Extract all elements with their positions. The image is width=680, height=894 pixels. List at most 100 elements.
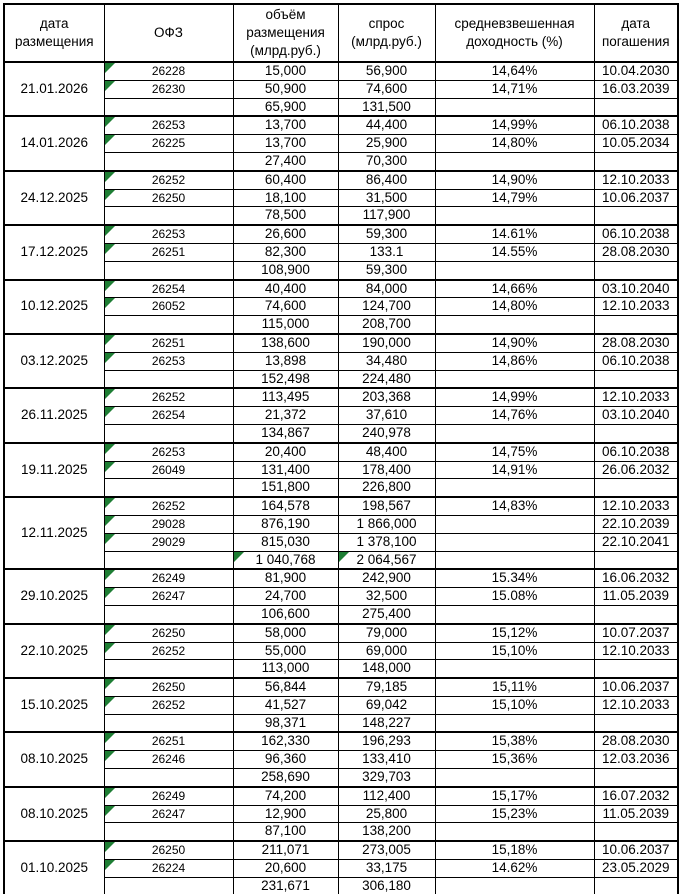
total-demand-cell[interactable]: 148,227 — [337, 713, 436, 733]
volume-cell[interactable]: 12,900 — [232, 804, 339, 824]
yield-cell[interactable] — [434, 768, 595, 788]
demand-cell[interactable]: 25,900 — [337, 134, 436, 153]
ofz-code-cell[interactable]: 26251 — [103, 333, 234, 353]
demand-cell[interactable]: 273,005 — [337, 840, 436, 861]
volume-cell[interactable]: 162,330 — [232, 731, 339, 752]
volume-cell[interactable]: 211,071 — [232, 840, 339, 861]
total-demand-cell[interactable]: 131,500 — [337, 97, 436, 117]
demand-cell[interactable]: 69,000 — [337, 641, 436, 661]
yield-cell[interactable]: 14,66% — [434, 279, 595, 299]
ofz-code-cell[interactable]: 26253 — [103, 224, 234, 244]
yield-cell[interactable]: 14,79% — [434, 188, 595, 208]
demand-cell[interactable]: 124,700 — [337, 297, 436, 317]
ofz-code-cell[interactable]: 26250 — [103, 677, 234, 697]
yield-cell[interactable]: 15,36% — [434, 750, 595, 770]
maturity-cell[interactable] — [593, 659, 679, 679]
yield-cell[interactable] — [434, 514, 595, 534]
ofz-code-cell[interactable]: 26228 — [103, 61, 234, 81]
total-volume-cell[interactable]: 134,867 — [232, 423, 339, 444]
total-volume-cell[interactable]: 98,371 — [232, 713, 339, 733]
column-header-yield[interactable]: средневзвешенная доходность (%) — [434, 3, 595, 63]
volume-cell[interactable]: 13,700 — [232, 115, 339, 136]
yield-cell[interactable] — [434, 550, 595, 570]
demand-cell[interactable]: 25,800 — [337, 804, 436, 824]
ofz-code-cell[interactable]: 26252 — [103, 695, 234, 715]
ofz-code-cell[interactable]: 26052 — [103, 297, 234, 317]
yield-cell[interactable]: 15,10% — [434, 695, 595, 715]
maturity-cell[interactable] — [593, 369, 679, 389]
volume-cell[interactable]: 74,600 — [232, 297, 339, 317]
placement-date-cell[interactable]: 15.10.2025 — [3, 677, 105, 733]
maturity-cell[interactable]: 11.05.2039 — [593, 587, 679, 606]
maturity-cell[interactable] — [593, 260, 679, 281]
volume-cell[interactable]: 96,360 — [232, 750, 339, 770]
maturity-cell[interactable] — [593, 315, 679, 335]
maturity-cell[interactable]: 10.04.2030 — [593, 61, 679, 81]
maturity-cell[interactable] — [593, 876, 679, 894]
ofz-code-cell[interactable]: 26250 — [103, 188, 234, 208]
placement-date-cell[interactable]: 24.12.2025 — [3, 170, 105, 226]
maturity-cell[interactable]: 26.06.2032 — [593, 460, 679, 480]
total-volume-cell[interactable]: 27,400 — [232, 151, 339, 172]
ofz-code-cell[interactable]: 26252 — [103, 387, 234, 408]
ofz-code-cell[interactable]: 26252 — [103, 496, 234, 516]
maturity-cell[interactable]: 12.10.2033 — [593, 695, 679, 715]
ofz-code-cell[interactable]: 26224 — [103, 859, 234, 878]
yield-cell[interactable]: 14.62% — [434, 859, 595, 878]
volume-cell[interactable]: 138,600 — [232, 333, 339, 353]
maturity-cell[interactable]: 16.06.2032 — [593, 568, 679, 589]
volume-cell[interactable]: 40,400 — [232, 279, 339, 299]
demand-cell[interactable]: 178,400 — [337, 460, 436, 480]
placement-date-cell[interactable]: 19.11.2025 — [3, 442, 105, 498]
demand-cell[interactable]: 1 866,000 — [337, 514, 436, 534]
ofz-code-cell[interactable]: 26252 — [103, 170, 234, 190]
maturity-cell[interactable] — [593, 97, 679, 117]
total-demand-cell[interactable]: 275,400 — [337, 604, 436, 625]
yield-cell[interactable] — [434, 876, 595, 894]
yield-cell[interactable] — [434, 532, 595, 552]
placement-date-cell[interactable]: 01.10.2025 — [3, 840, 105, 894]
volume-cell[interactable]: 56,844 — [232, 677, 339, 697]
demand-cell[interactable]: 203,368 — [337, 387, 436, 408]
maturity-cell[interactable] — [593, 713, 679, 733]
ofz-code-cell[interactable]: 26250 — [103, 840, 234, 861]
demand-cell[interactable]: 44,400 — [337, 115, 436, 136]
maturity-cell[interactable]: 11.05.2039 — [593, 804, 679, 824]
yield-cell[interactable]: 14,80% — [434, 134, 595, 153]
placement-date-cell[interactable]: 29.10.2025 — [3, 568, 105, 625]
ofz-code-cell[interactable] — [103, 478, 234, 498]
maturity-cell[interactable]: 10.06.2037 — [593, 188, 679, 208]
demand-cell[interactable]: 59,300 — [337, 224, 436, 244]
total-demand-cell[interactable]: 70,300 — [337, 151, 436, 172]
volume-cell[interactable]: 21,372 — [232, 406, 339, 425]
placement-date-cell[interactable]: 08.10.2025 — [3, 786, 105, 842]
ofz-code-cell[interactable] — [103, 604, 234, 625]
yield-cell[interactable]: 15,18% — [434, 840, 595, 861]
volume-cell[interactable]: 876,190 — [232, 514, 339, 534]
placement-date-cell[interactable]: 21.01.2026 — [3, 61, 105, 117]
yield-cell[interactable] — [434, 369, 595, 389]
yield-cell[interactable]: 14,86% — [434, 351, 595, 371]
volume-cell[interactable]: 164,578 — [232, 496, 339, 516]
demand-cell[interactable]: 69,042 — [337, 695, 436, 715]
volume-cell[interactable]: 13,700 — [232, 134, 339, 153]
placement-date-cell[interactable]: 26.11.2025 — [3, 387, 105, 444]
ofz-code-cell[interactable]: 26251 — [103, 731, 234, 752]
maturity-cell[interactable]: 16.07.2032 — [593, 786, 679, 806]
yield-cell[interactable] — [434, 713, 595, 733]
maturity-cell[interactable]: 06.10.2038 — [593, 224, 679, 244]
maturity-cell[interactable]: 28.08.2030 — [593, 731, 679, 752]
column-header-demand[interactable]: спрос (млрд.руб.) — [337, 3, 436, 63]
ofz-code-cell[interactable] — [103, 659, 234, 679]
demand-cell[interactable]: 48,400 — [337, 442, 436, 462]
ofz-code-cell[interactable]: 26247 — [103, 804, 234, 824]
ofz-code-cell[interactable]: 26246 — [103, 750, 234, 770]
yield-cell[interactable]: 14,71% — [434, 79, 595, 99]
ofz-code-cell[interactable]: 26249 — [103, 568, 234, 589]
column-header-ofz[interactable]: ОФЗ — [103, 3, 234, 63]
demand-cell[interactable]: 86,400 — [337, 170, 436, 190]
total-demand-cell[interactable]: 138,200 — [337, 822, 436, 842]
demand-cell[interactable]: 1 378,100 — [337, 532, 436, 552]
placement-date-cell[interactable]: 12.11.2025 — [3, 496, 105, 570]
yield-cell[interactable]: 15,12% — [434, 623, 595, 643]
